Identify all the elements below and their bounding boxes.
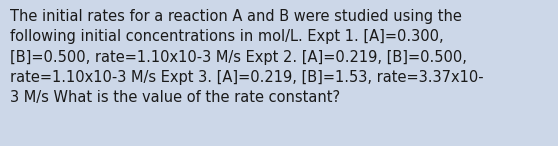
Text: The initial rates for a reaction A and B were studied using the
following initia: The initial rates for a reaction A and B… (10, 9, 484, 105)
